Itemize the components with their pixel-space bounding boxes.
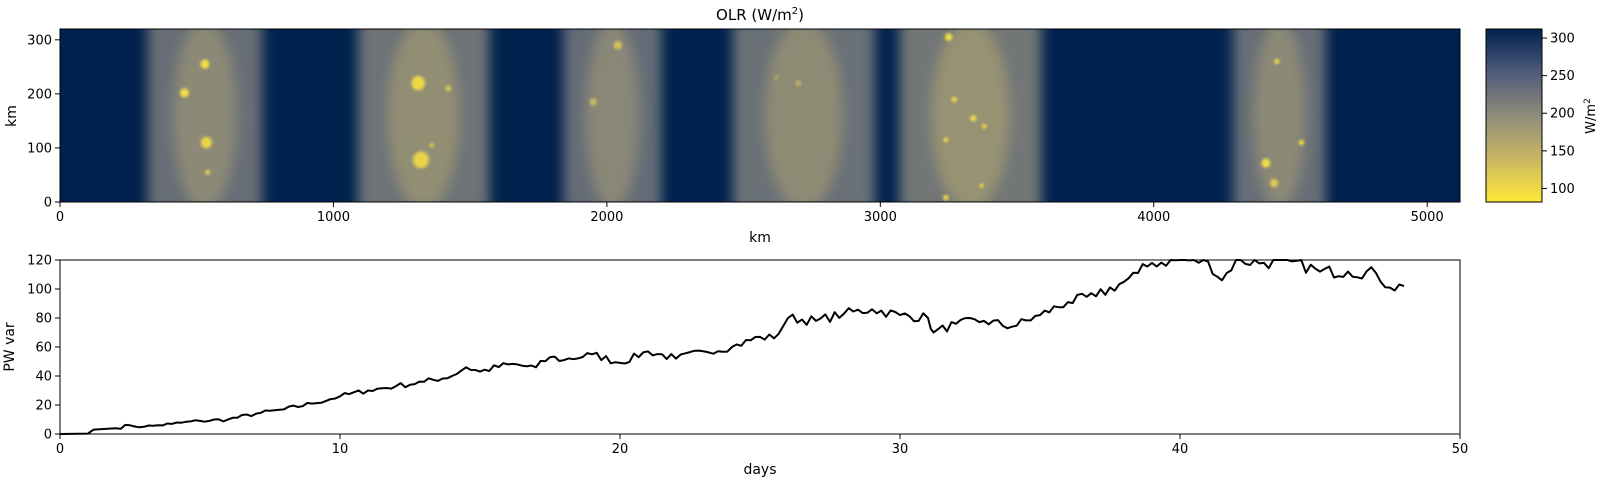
convective-cell [1274, 59, 1279, 64]
colorbar-frame [1485, 28, 1543, 203]
y-tick-label: 100 [27, 141, 52, 156]
x-tick-label: 2000 [590, 210, 623, 225]
convective-cell [1270, 179, 1278, 187]
pw-plot-area [60, 260, 1460, 434]
x-tick-label: 3000 [864, 210, 897, 225]
convective-cell [589, 98, 597, 106]
colorbar-tick-label: 150 [1550, 144, 1575, 159]
x-tick-label: 30 [892, 442, 909, 457]
pw-var-panel: 0 10 20 30 40 50 0 20 40 60 80 100 120 days PW var [2, 254, 1468, 479]
olr-heatmap-area [60, 29, 1460, 202]
olr-panel: OLR (W/m2) 0 1000 2000 3000 4000 5000 0 100 200… [4, 6, 1599, 246]
y-tick-label: 100 [27, 283, 52, 298]
y-tick-label: 80 [35, 312, 52, 327]
convective-cell [413, 152, 429, 168]
convective-cell [945, 33, 952, 41]
y-tick-label: 0 [44, 196, 52, 211]
convective-cell [982, 123, 987, 129]
pw-y-axis-label: PW var [2, 322, 18, 372]
pw-y-axis: 0 20 40 60 80 100 120 [27, 254, 60, 443]
olr-x-axis-label: km [749, 230, 771, 246]
colorbar-tick-label: 300 [1550, 32, 1575, 47]
convective-cell [613, 41, 622, 50]
y-tick-label: 120 [27, 254, 52, 269]
olr-colorbar: 100 150 200 250 300 W/m2 [1485, 28, 1599, 203]
y-tick-label: 0 [44, 428, 52, 443]
convective-band-core [1253, 29, 1306, 202]
x-tick-label: 50 [1452, 442, 1469, 457]
convective-cell [943, 194, 949, 201]
convective-cell [445, 85, 451, 92]
convective-cell [412, 76, 425, 90]
y-tick-label: 40 [35, 370, 52, 385]
convective-cell [979, 183, 984, 188]
convective-cell [201, 59, 209, 69]
convective-cell [951, 96, 957, 102]
y-tick-label: 60 [35, 341, 52, 356]
olr-plot-frame [59, 28, 1461, 203]
colorbar-tick-label: 100 [1550, 182, 1575, 197]
convective-cell [943, 137, 949, 143]
x-tick-label: 1000 [317, 210, 350, 225]
convective-cell [1298, 139, 1304, 146]
convective-cell [429, 143, 434, 148]
convective-band-core [585, 29, 640, 202]
colorbar-gradient [1486, 29, 1542, 202]
convective-band-core [387, 29, 460, 202]
pw-x-axis-label: days [743, 462, 776, 478]
olr-y-axis: 0 100 200 300 [27, 33, 60, 211]
convective-cell [774, 75, 779, 81]
olr-title: OLR (W/m2) [716, 6, 804, 24]
x-tick-label: 40 [1172, 442, 1189, 457]
x-tick-label: 4000 [1137, 210, 1170, 225]
convective-band-core [173, 29, 237, 202]
olr-convective-cells [179, 32, 1305, 201]
y-tick-label: 20 [35, 399, 52, 414]
convective-cell [970, 115, 977, 122]
x-tick-label: 0 [56, 210, 64, 225]
convective-band-core [931, 29, 1010, 202]
y-tick-label: 200 [27, 87, 52, 102]
convective-cell [1262, 158, 1270, 168]
x-tick-label: 10 [332, 442, 349, 457]
convective-cell [180, 88, 189, 98]
olr-y-axis-label: km [4, 105, 20, 127]
convective-cell [795, 80, 802, 87]
convective-band-core [764, 29, 843, 202]
pw-x-axis: 0 10 20 30 40 50 [56, 434, 1468, 457]
y-tick-label: 300 [27, 33, 52, 48]
olr-convective-bands [147, 29, 1327, 202]
x-tick-label: 0 [56, 442, 64, 457]
colorbar-tick-label: 200 [1550, 107, 1575, 122]
convective-cell [205, 169, 210, 175]
colorbar-tick-label: 250 [1550, 69, 1575, 84]
olr-x-axis: 0 1000 2000 3000 4000 5000 [56, 202, 1444, 225]
colorbar-ticks: 100 150 200 250 300 [1542, 32, 1575, 197]
convective-cell [201, 137, 212, 148]
colorbar-label: W/m2 [1583, 98, 1599, 134]
x-tick-label: 20 [612, 442, 629, 457]
x-tick-label: 5000 [1411, 210, 1444, 225]
